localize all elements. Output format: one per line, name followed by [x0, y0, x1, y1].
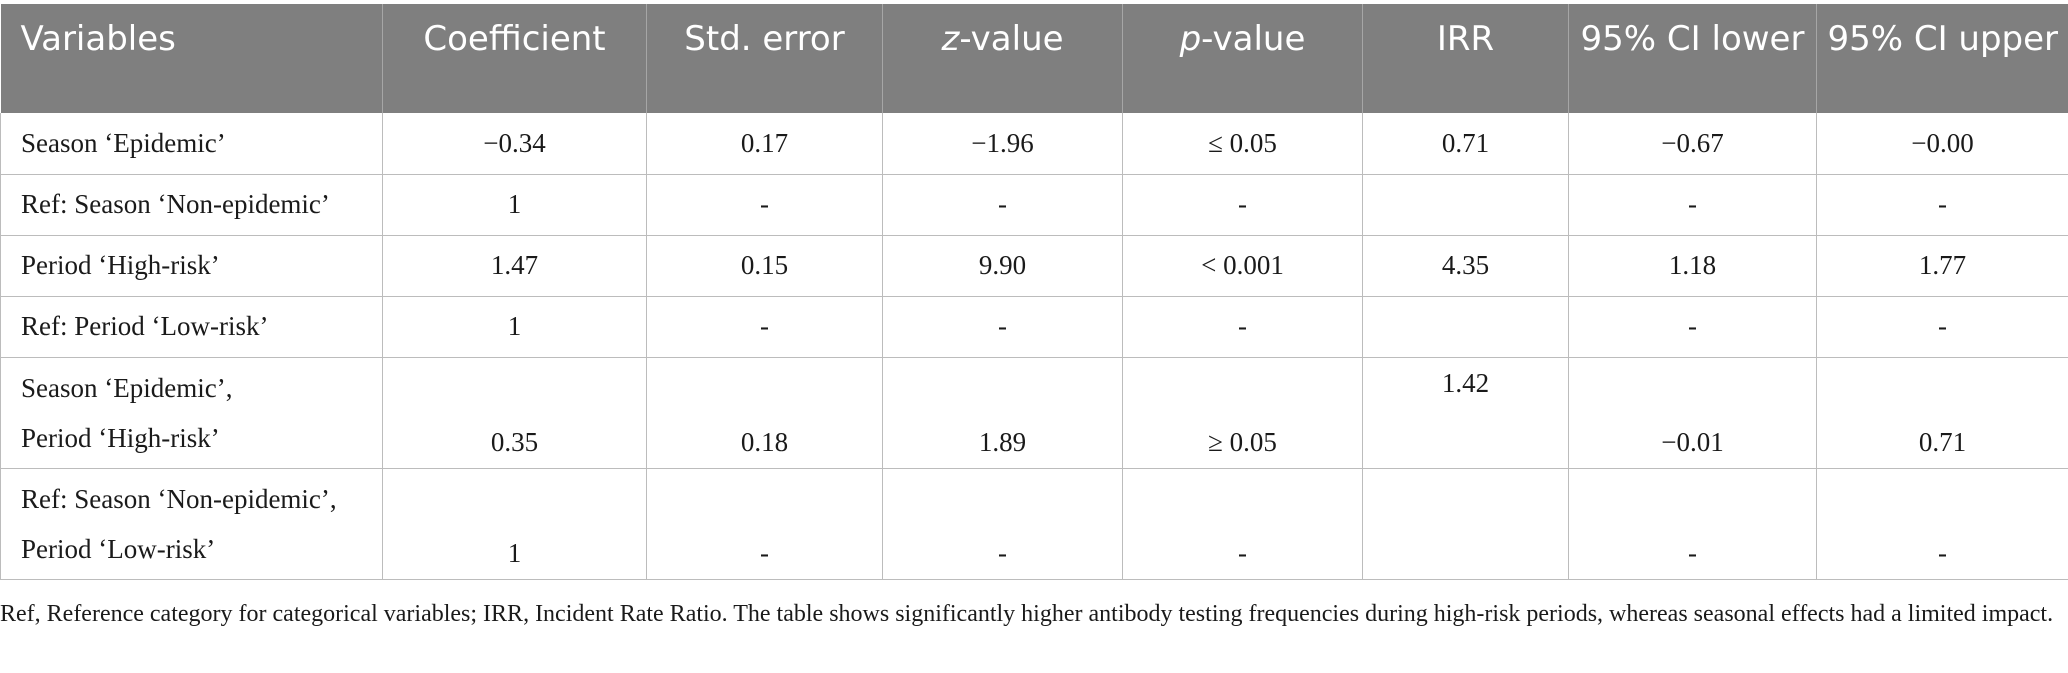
cell-irr	[1362, 296, 1569, 358]
cell-p-value: -	[1122, 174, 1363, 236]
cell-ci-lower: -	[1568, 468, 1817, 580]
cell-irr: 0.71	[1362, 113, 1569, 175]
cell-coefficient: 1	[382, 174, 647, 236]
cell-ci-lower: -	[1568, 296, 1817, 358]
header-z-value: z-value	[882, 4, 1123, 113]
row-label: Ref: Period ‘Low-risk’	[0, 296, 383, 358]
table-caption: Ref, Reference category for categorical …	[0, 601, 2054, 627]
table-row: Period ‘High-risk’ 1.47 0.15 9.90 < 0.00…	[0, 235, 2068, 297]
header-std-error: Std. error	[646, 4, 883, 113]
cell-ci-lower: −0.01	[1568, 357, 1817, 469]
header-ci-upper: 95% CI upper	[1816, 4, 2068, 113]
cell-p-value: ≤ 0.05	[1122, 113, 1363, 175]
header-coefficient: Coefficient	[382, 4, 647, 113]
table-header: Variables Coefficient Std. error z-value…	[0, 4, 2068, 113]
cell-z-value: -	[882, 174, 1123, 236]
row-label-line-2: Period ‘High-risk’	[21, 422, 220, 453]
row-label-line-1: Ref: Season ‘Non-epidemic’,	[21, 483, 337, 514]
row-label: Ref: Season ‘Non-epidemic’	[0, 174, 383, 236]
cell-ci-upper: -	[1816, 174, 2068, 236]
cell-ci-lower: -	[1568, 174, 1817, 236]
table-row: Ref: Season ‘Non-epidemic’, Period ‘Low-…	[0, 468, 2068, 580]
regression-table-container: Variables Coefficient Std. error z-value…	[0, 4, 2068, 580]
row-label: Period ‘High-risk’	[0, 235, 383, 297]
cell-std-error: -	[646, 174, 883, 236]
row-label-line-2: Period ‘Low-risk’	[21, 533, 216, 564]
cell-z-value: −1.96	[882, 113, 1123, 175]
cell-std-error: 0.17	[646, 113, 883, 175]
cell-ci-lower: 1.18	[1568, 235, 1817, 297]
row-label: Ref: Season ‘Non-epidemic’, Period ‘Low-…	[0, 468, 383, 580]
row-label: Season ‘Epidemic’, Period ‘High-risk’	[0, 357, 383, 469]
row-label-line-1: Season ‘Epidemic’,	[21, 372, 233, 403]
cell-coefficient: 1	[382, 468, 647, 580]
header-variables: Variables	[0, 4, 383, 113]
table-row: Ref: Period ‘Low-risk’ 1 - - - - -	[0, 296, 2068, 358]
cell-irr: 4.35	[1362, 235, 1569, 297]
cell-ci-upper: 1.77	[1816, 235, 2068, 297]
table-row: Season ‘Epidemic’, Period ‘High-risk’ 0.…	[0, 357, 2068, 469]
cell-z-value: -	[882, 296, 1123, 358]
cell-std-error: 0.18	[646, 357, 883, 469]
cell-std-error: -	[646, 296, 883, 358]
header-irr: IRR	[1362, 4, 1569, 113]
table-body: Season ‘Epidemic’ −0.34 0.17 −1.96 ≤ 0.0…	[0, 113, 2068, 580]
row-label: Season ‘Epidemic’	[0, 113, 383, 175]
cell-p-value: ≥ 0.05	[1122, 357, 1363, 469]
cell-z-value: 9.90	[882, 235, 1123, 297]
cell-std-error: 0.15	[646, 235, 883, 297]
cell-std-error: -	[646, 468, 883, 580]
cell-ci-lower: −0.67	[1568, 113, 1817, 175]
cell-p-value: -	[1122, 468, 1363, 580]
cell-coefficient: 1.47	[382, 235, 647, 297]
cell-ci-upper: -	[1816, 296, 2068, 358]
cell-ci-upper: 0.71	[1816, 357, 2068, 469]
header-row: Variables Coefficient Std. error z-value…	[0, 4, 2068, 113]
cell-p-value: -	[1122, 296, 1363, 358]
table-row: Season ‘Epidemic’ −0.34 0.17 −1.96 ≤ 0.0…	[0, 113, 2068, 175]
cell-irr	[1362, 174, 1569, 236]
cell-coefficient: 1	[382, 296, 647, 358]
cell-ci-upper: −0.00	[1816, 113, 2068, 175]
regression-table: Variables Coefficient Std. error z-value…	[0, 4, 2068, 580]
cell-p-value: < 0.001	[1122, 235, 1363, 297]
cell-z-value: -	[882, 468, 1123, 580]
cell-irr	[1362, 468, 1569, 580]
header-ci-lower: 95% CI lower	[1568, 4, 1817, 113]
table-row: Ref: Season ‘Non-epidemic’ 1 - - - - -	[0, 174, 2068, 236]
cell-ci-upper: -	[1816, 468, 2068, 580]
cell-irr: 1.42	[1362, 357, 1569, 469]
cell-coefficient: 0.35	[382, 357, 647, 469]
header-p-value: p-value	[1122, 4, 1363, 113]
cell-z-value: 1.89	[882, 357, 1123, 469]
cell-coefficient: −0.34	[382, 113, 647, 175]
